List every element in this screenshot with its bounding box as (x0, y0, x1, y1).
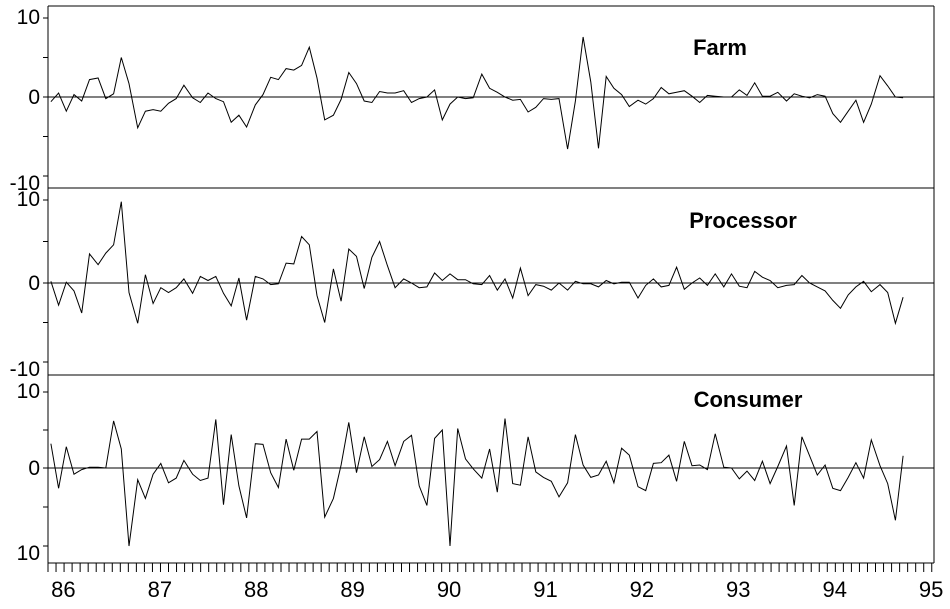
panel-processor: 10 0 -10 Processor (10, 188, 934, 381)
panel-consumer: 10 0 10 Consumer (17, 380, 934, 565)
x-tick-label: 92 (630, 577, 654, 602)
panel-title: Processor (689, 208, 797, 233)
x-tick-label: 94 (822, 577, 846, 602)
x-tick-label: 86 (51, 577, 75, 602)
x-tick-label: 93 (726, 577, 750, 602)
y-tick-label: 10 (17, 6, 40, 29)
series-line-consumer (50, 418, 904, 547)
y-tick-label: 0 (28, 272, 40, 295)
y-tick-label: 0 (28, 457, 40, 480)
panels: 10 0 -10 Farm 10 0 -10 Processor 10 0 10 Consumer (10, 6, 934, 565)
y-tick-label: 10 (17, 542, 40, 565)
y-tick-label: 0 (28, 86, 40, 109)
panel-title: Consumer (694, 387, 803, 412)
x-tick-label: 95 (919, 577, 943, 602)
x-tick-label: 91 (533, 577, 557, 602)
y-tick-label: -10 (10, 358, 40, 381)
chart-frame (47, 5, 935, 564)
x-axis: 86 87 88 89 90 91 92 93 94 95 (47, 563, 943, 602)
x-tick-label: 88 (244, 577, 268, 602)
y-tick-label: -10 (10, 172, 40, 195)
y-tick-label: 10 (17, 188, 40, 211)
x-tick-label: 90 (437, 577, 461, 602)
series-line-processor (50, 201, 904, 326)
panel-farm: 10 0 -10 Farm (10, 6, 934, 195)
series-line-farm (50, 36, 904, 150)
panel-title: Farm (693, 35, 747, 60)
x-tick-label: 89 (340, 577, 364, 602)
x-tick-label: 87 (148, 577, 172, 602)
y-tick-label: 10 (17, 380, 40, 403)
